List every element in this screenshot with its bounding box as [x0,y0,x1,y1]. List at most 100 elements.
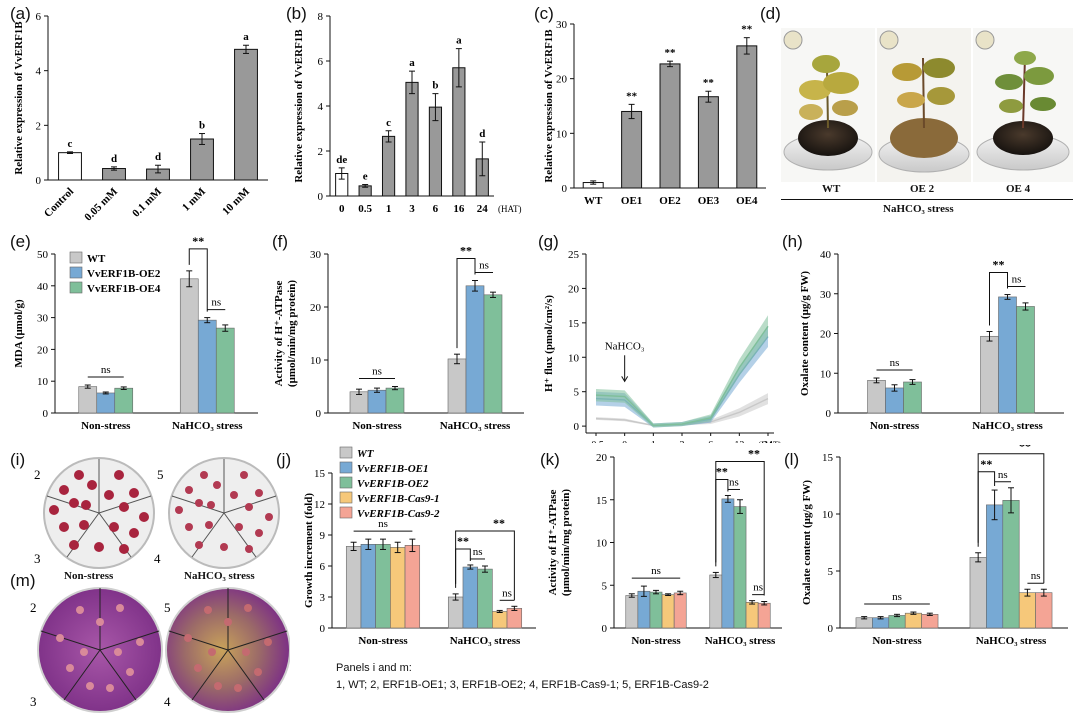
sig-label: ns [372,366,382,378]
panels-note-title: Panels i and m: [336,662,412,674]
x-tick-label: OE3 [698,195,720,207]
x-tick-label: 0 [622,440,627,443]
bar [903,381,922,414]
sig-label: ns [753,582,763,594]
chart-k: 0 5 10 15 20 Activity of H⁺-ATPase (μmol/min/m… [547,446,782,647]
bar [757,602,771,629]
significance-letter: d [479,128,485,140]
y-tick-label: 10 [556,128,568,140]
plate-m-sector-2: 2 [30,600,37,615]
bar [736,45,758,189]
x-tick-label: OE4 [736,195,758,207]
bar [179,278,199,414]
bar [621,110,643,189]
y-tick-label: 0 [828,623,834,635]
x-tick-label: 6 [708,440,713,443]
plate-i-sector-4: 4 [154,551,161,566]
y-tick-label: 2 [318,146,324,158]
bar [904,612,922,629]
bar [447,596,464,629]
bar [477,568,493,629]
bar [390,547,406,629]
panel-label-i: (i) [10,450,26,469]
significance-letter: a [456,35,462,47]
bar [921,614,939,629]
y-tick-label: 20 [37,344,49,356]
legend-swatch [339,446,353,459]
sig-label: ** [748,446,760,460]
legend-swatch [339,461,353,474]
bar [345,546,362,629]
panel-label-k: (k) [540,450,560,469]
x-tick-label: Non-stress [870,420,920,432]
x-tick-label: NaHCO₃ stress [440,420,511,432]
panel-label-e: (e) [10,232,31,251]
sig-label: ** [1019,445,1031,453]
bar [986,504,1004,629]
legend-label: VvERF1B-OE1 [357,463,429,475]
y-axis-label: Growth increment (fold) [303,493,315,608]
x-tick-label: 12 [734,440,744,443]
chart-l: 0 5 10 15 Oxalate content (μg/g FW) Non-stres… [801,445,1068,647]
bar [998,296,1017,414]
plate-m-sector-4: 4 [164,694,171,709]
plate-m-sector-5: 5 [164,600,171,615]
sig-label: ns [1012,274,1022,286]
chart-e: 0 10 20 30 40 50 MDA (μmol/g) Non-stress NaHCO₃ … [13,234,258,432]
bar [625,595,639,629]
sig-bracket [977,471,996,543]
y-axis-label: Relative expression of VvERF1B [13,21,25,175]
bar [215,327,235,414]
y-tick-label: 20 [556,74,568,86]
bar [78,386,98,414]
plate-label-nonstress: Non-stress [64,570,114,582]
y-tick-label: 30 [37,313,49,325]
y-tick-label: 20 [820,329,832,341]
sig-label: ns [651,565,661,577]
bar [360,544,376,629]
photo-label-oe4: OE 4 [1006,183,1031,195]
y-tick-label: 12 [314,499,325,511]
panels-note: Panels i and m: 1, WT; 2, ERF1B-OE1; 3, … [336,660,709,694]
y-tick-label: 10 [596,538,608,550]
photo-oe2 [877,28,971,182]
photo-oe4 [973,28,1073,182]
x-tick-label: 24 [477,203,489,215]
bar [465,285,485,414]
legend-label: WT [87,253,106,265]
sig-label: ns [892,591,902,603]
significance-letter: a [243,31,249,43]
panel-label-c: (c) [534,4,554,23]
bar [709,574,723,629]
annotation-label: NaHCO₃ [605,340,645,352]
plate-m-nonstress: 2 5 3 4 [30,587,171,713]
y-tick-label: 3 [320,592,326,604]
y-tick-label: 40 [37,281,49,293]
x-tick-label: 0.05 mM [82,185,120,223]
bar [980,335,999,414]
bar [405,81,419,197]
y-tick-label: 8 [318,11,324,23]
significance-letter: a [409,57,415,69]
x-tick-label: Non-stress [872,635,922,647]
legend-label: VvERF1B-OE2 [357,478,429,490]
panel-label-l: (l) [784,450,800,469]
photo-label-oe2: OE 2 [910,183,935,195]
x-tick-label: 0.5 [358,203,372,215]
x-tick-label: NaHCO₃ stress [705,635,776,647]
sig-label: ** [457,534,469,548]
y-tick-label: 15 [822,452,834,464]
bar [888,615,906,629]
y-tick-label: 0 [316,408,322,420]
panel-label-h: (h) [782,232,803,251]
y-axis-label: (μmol/min/mg protein) [286,280,298,388]
y-tick-label: 0 [562,183,568,195]
plate-m-sector-3: 3 [30,694,37,709]
x-tick-label: 0 [339,203,345,215]
bar [733,506,747,629]
sig-label: ns [101,364,111,376]
photo-caption-rule [781,199,1073,200]
sig-label: ** [493,516,505,530]
sig-bracket [715,478,729,563]
